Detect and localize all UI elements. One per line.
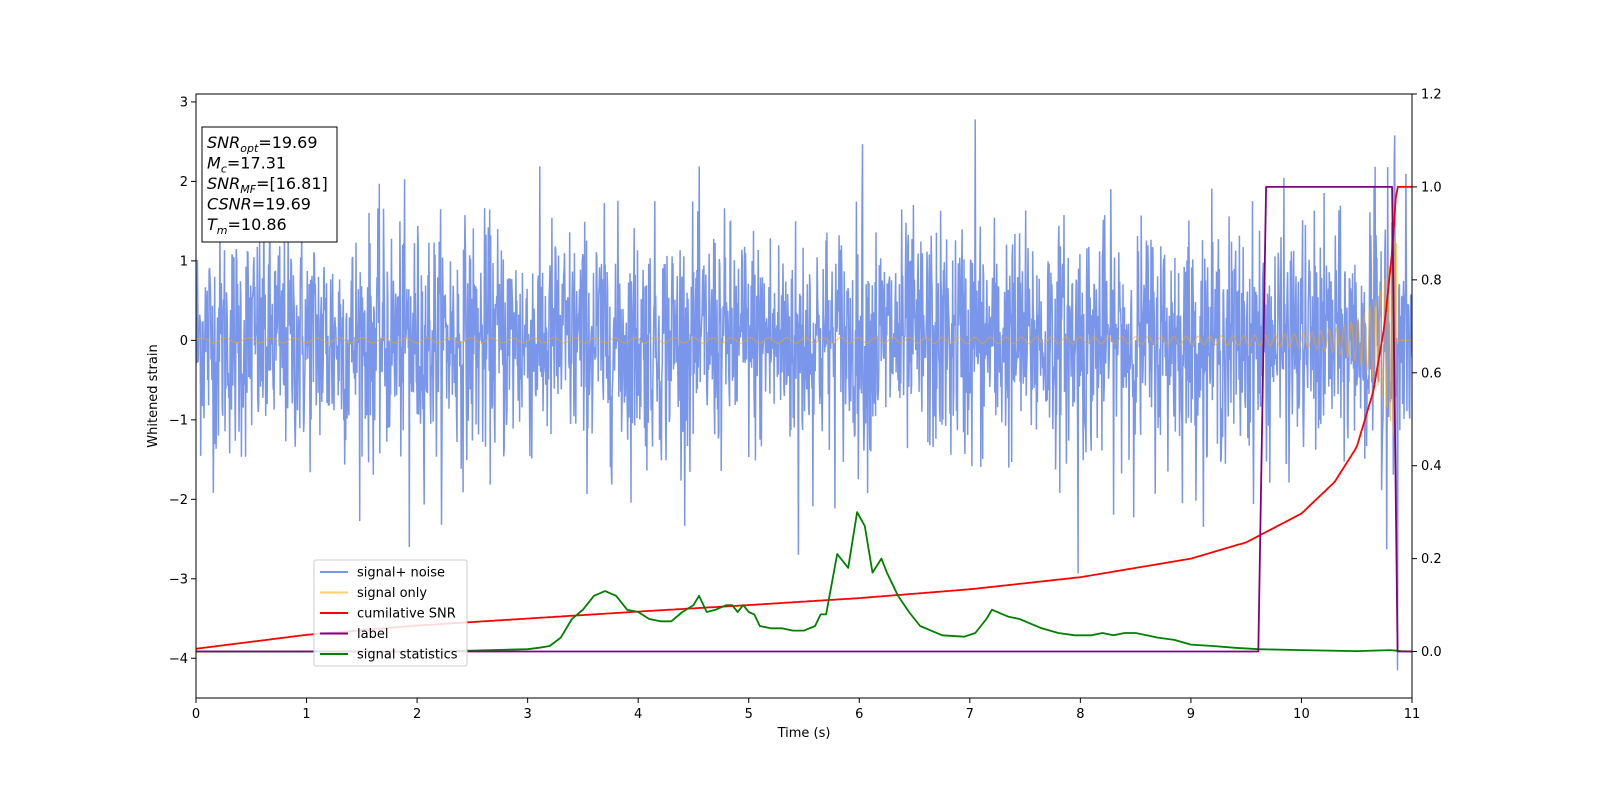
x-tick-label: 1 xyxy=(302,707,310,722)
x-tick-label: 10 xyxy=(1293,707,1310,722)
legend-frame xyxy=(313,559,468,667)
y2-tick-label: 0.4 xyxy=(1421,459,1442,474)
series-line-signal-only xyxy=(196,238,1412,442)
legend-entry: label xyxy=(357,627,388,642)
x-tick-label: 3 xyxy=(523,707,531,722)
legend-entry: signal+ noise xyxy=(357,566,445,581)
legend-entry: signal only xyxy=(357,586,427,601)
y2-tick-label: 0.6 xyxy=(1421,366,1442,381)
y-tick-label: −2 xyxy=(169,493,188,508)
annotation-line: CSNR=19.69 xyxy=(207,195,311,214)
y-tick-label: 2 xyxy=(180,175,188,190)
y-tick-label: −3 xyxy=(169,572,188,587)
plot-frame xyxy=(195,93,1413,699)
x-tick-label: 11 xyxy=(1404,707,1421,722)
x-axis-label: Time (s) xyxy=(777,726,831,741)
x-tick-label: 8 xyxy=(1076,707,1084,722)
legend: signal+ noise signal only cumilative SNR la… xyxy=(313,559,468,667)
series-line-signal-statistics xyxy=(196,511,1412,653)
x-axis: 0 1 2 3 4 5 6 7 8 9 10 11 xyxy=(192,698,1420,722)
y2-tick-label: 1.0 xyxy=(1421,180,1442,195)
series-line-signal-noise xyxy=(196,119,1412,671)
y-tick-label: −1 xyxy=(169,413,188,428)
legend-entry: cumilative SNR xyxy=(357,607,456,622)
series-line-label xyxy=(196,186,1412,653)
y-axis-label: Whitened strain xyxy=(146,344,161,447)
x-tick-label: 5 xyxy=(745,707,753,722)
annotation-line: SNRMF=[16.81] xyxy=(207,174,328,196)
x-tick-label: 0 xyxy=(192,707,200,722)
y2-tick-label: 1.2 xyxy=(1421,88,1442,103)
legend-entry: signal statistics xyxy=(357,648,458,663)
x-tick-label: 2 xyxy=(413,707,421,722)
y-tick-label: −4 xyxy=(169,652,188,667)
annotation-line: SNRopt=19.69 xyxy=(207,133,318,155)
series-layer xyxy=(196,119,1412,671)
y-tick-label: 3 xyxy=(180,95,188,110)
annotation-line: Tm=10.86 xyxy=(207,215,287,237)
y-tick-label: 1 xyxy=(180,254,188,269)
x-tick-label: 4 xyxy=(634,707,642,722)
y-axis-right: 0.0 0.2 0.4 0.6 0.8 1.0 1.2 xyxy=(1412,88,1442,660)
y2-tick-label: 0.8 xyxy=(1421,273,1442,288)
x-tick-label: 9 xyxy=(1187,707,1195,722)
annotation-line: Mc=17.31 xyxy=(207,154,286,176)
x-tick-label: 7 xyxy=(966,707,974,722)
y-axis-left: −4 −3 −2 −1 0 1 2 3 xyxy=(169,95,196,667)
y2-tick-label: 0.0 xyxy=(1421,645,1442,660)
y2-tick-label: 0.2 xyxy=(1421,552,1442,567)
x-tick-label: 6 xyxy=(855,707,863,722)
annotation-box: SNRopt=19.69Mc=17.31SNRMF=[16.81]CSNR=19… xyxy=(201,126,338,243)
y-tick-label: 0 xyxy=(180,334,188,349)
